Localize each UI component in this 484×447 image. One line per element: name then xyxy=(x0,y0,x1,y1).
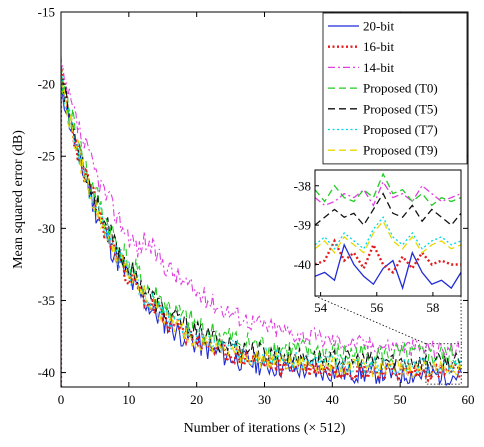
x-axis-label: Number of iterations (× 512) xyxy=(184,421,346,436)
y-tick-label-3: -30 xyxy=(38,221,55,236)
legend-label-6: Proposed (T9) xyxy=(363,143,438,158)
x-tick-label-1: 10 xyxy=(122,392,135,407)
inset-x-tick-label-2: 58 xyxy=(426,300,439,315)
y-tick-label-5: -40 xyxy=(38,365,55,380)
inset-y-tick-label-1: -39 xyxy=(294,218,311,233)
y-tick-label-2: -25 xyxy=(38,149,55,164)
inset-y-tick-label-2: -40 xyxy=(294,257,311,272)
x-tick-label-6: 60 xyxy=(462,392,475,407)
x-tick-label-2: 20 xyxy=(190,392,203,407)
x-tick-label-5: 50 xyxy=(394,392,407,407)
legend: 20-bit 16-bit 14-bit Proposed (T0) Proposed … xyxy=(323,13,467,164)
inset-x-tick-label-0: 54 xyxy=(314,300,328,315)
legend-label-1: 16-bit xyxy=(363,39,394,54)
inset-x-tick-label-1: 56 xyxy=(370,300,384,315)
inset-chart: 54 56 58 -38 -39 -40 xyxy=(294,170,461,315)
inset-y-tick-label-0: -38 xyxy=(294,178,311,193)
y-tick-label-0: -15 xyxy=(38,5,55,20)
x-tick-label-0: 0 xyxy=(58,392,65,407)
x-tick-label-3: 30 xyxy=(258,392,271,407)
y-tick-label-1: -20 xyxy=(38,77,55,92)
y-tick-label-4: -35 xyxy=(38,293,55,308)
legend-label-0: 20-bit xyxy=(363,19,394,34)
legend-label-2: 14-bit xyxy=(363,60,394,75)
x-tick-label-4: 40 xyxy=(326,392,339,407)
y-axis-label: Mean squared error (dB) xyxy=(11,130,26,269)
legend-label-5: Proposed (T7) xyxy=(363,122,438,137)
legend-label-4: Proposed (T5) xyxy=(363,101,438,116)
legend-label-3: Proposed (T0) xyxy=(363,81,438,96)
